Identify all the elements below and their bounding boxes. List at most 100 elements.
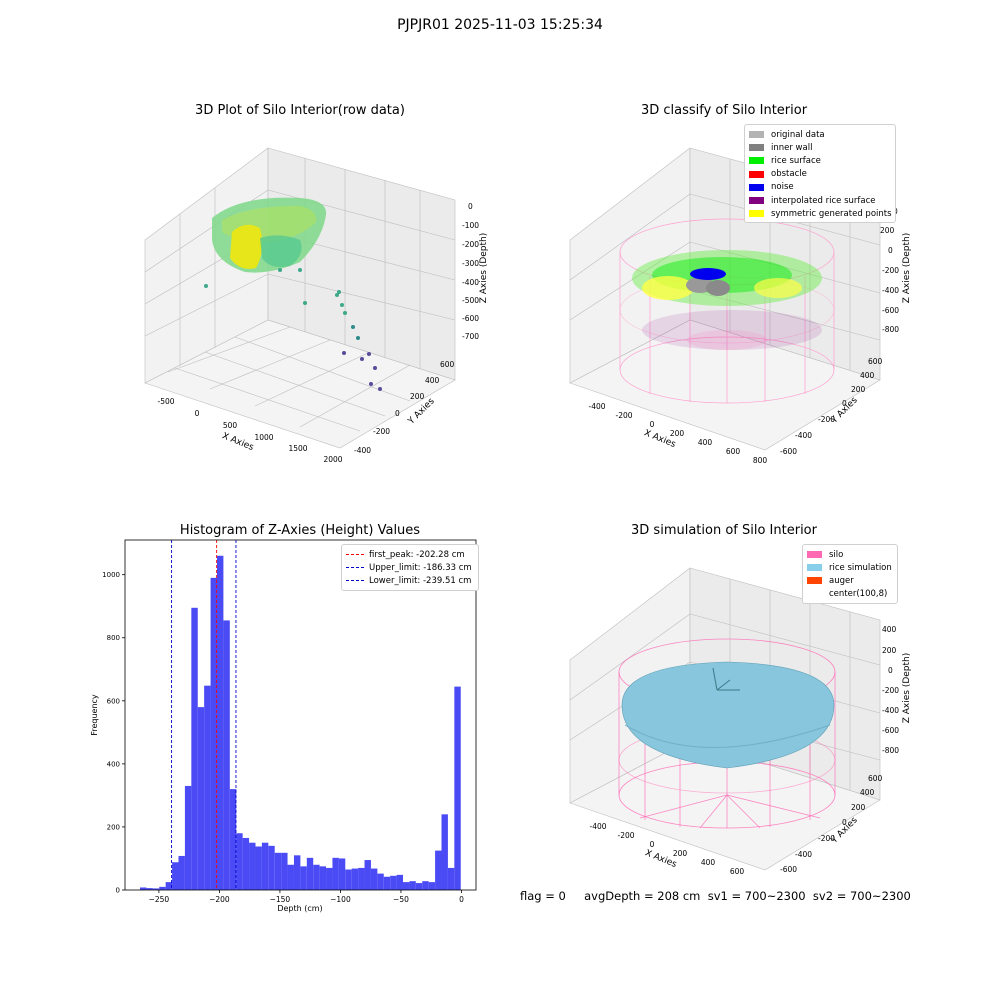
raw-ztick: -300 — [462, 259, 479, 268]
histogram-ylabel: Frequency — [90, 694, 99, 736]
classify-ytick: 0 — [842, 399, 847, 408]
histogram-bar — [441, 814, 448, 890]
histogram-ytick-label: 600 — [107, 697, 120, 705]
legend-item: Upper_limit: -186.33 cm — [346, 561, 473, 574]
raw-ztick: -700 — [462, 332, 479, 341]
histogram-bar — [281, 852, 288, 890]
legend-item: auger — [807, 574, 892, 587]
histogram-bar — [313, 864, 320, 890]
histogram-bar — [345, 869, 352, 890]
legend-swatch — [749, 183, 764, 191]
simulation-ytick: -400 — [795, 850, 812, 859]
raw-ytick: -200 — [373, 427, 390, 436]
simulation-xtick: 600 — [730, 867, 745, 876]
legend-swatch — [749, 210, 764, 218]
classify-legend: original data inner wall rice surface ob… — [744, 124, 896, 224]
histogram-bar — [435, 850, 442, 890]
classify-ztick: -600 — [882, 306, 899, 315]
simulation-xtick: 0 — [650, 840, 655, 849]
classify-ztick: -400 — [882, 286, 899, 295]
classify-ztick: -800 — [882, 325, 899, 334]
histogram-bar — [364, 860, 371, 890]
simulation-xtick: 400 — [701, 858, 716, 867]
legend-item: original data — [749, 128, 890, 141]
simulation-auger — [712, 667, 740, 691]
raw-xtick: 1500 — [288, 444, 307, 453]
histogram-bar — [428, 882, 436, 890]
histogram-bar — [383, 876, 391, 890]
histogram-bar — [422, 881, 429, 890]
histogram-bar — [249, 842, 256, 890]
simulation-zlabel: Z Axies (Depth) — [902, 653, 912, 724]
histogram-bar — [140, 887, 147, 890]
legend-swatch — [749, 157, 764, 165]
simulation-ztick: 200 — [882, 646, 897, 655]
legend-label: first_peak: -202.28 cm — [369, 549, 465, 560]
classify-xtick: -200 — [615, 411, 632, 420]
raw-ztick: -400 — [462, 278, 479, 287]
raw-plot-title: 3D Plot of Silo Interior(row data) — [195, 103, 405, 118]
histogram-bar — [184, 785, 192, 890]
simulation-rice-surface — [621, 661, 835, 769]
simulation-xtick: -400 — [589, 822, 606, 831]
raw-xtick: 1000 — [254, 433, 273, 442]
classify-xtick: 200 — [670, 429, 685, 438]
legend-swatch — [807, 551, 822, 559]
histogram-bar — [268, 845, 275, 890]
histogram-bar — [204, 685, 211, 890]
classify-ztick: -200 — [882, 266, 899, 275]
histogram-xtick-label: −150 — [270, 895, 291, 904]
simulation-legend: silo rice simulation auger center(100,8) — [802, 544, 898, 604]
raw-xtick: 0 — [195, 409, 200, 418]
histogram-bar — [403, 882, 410, 890]
legend-swatch — [749, 144, 764, 152]
simulation-ytick: 600 — [868, 774, 883, 783]
legend-label: rice simulation — [829, 562, 892, 573]
raw-ytick: 600 — [440, 360, 455, 369]
histogram-bar — [210, 577, 217, 890]
histogram-xlabel: Depth (cm) — [277, 904, 322, 913]
histogram-ytick-label: 400 — [107, 760, 120, 768]
classify-ytick: -200 — [818, 415, 835, 424]
classify-ytick: 600 — [868, 357, 883, 366]
classify-ytick: 400 — [860, 371, 875, 380]
legend-label: Lower_limit: -239.51 cm — [369, 575, 472, 586]
histogram-frame — [124, 539, 477, 891]
legend-swatch — [749, 197, 764, 205]
legend-label: rice surface — [771, 155, 821, 166]
histogram-bar — [287, 864, 294, 890]
histogram-bar — [293, 855, 301, 890]
legend-item: rice surface — [749, 154, 890, 167]
raw-xtick: -500 — [157, 397, 174, 406]
histogram-bar — [396, 874, 404, 890]
simulation-ytick: -600 — [780, 865, 797, 874]
histogram-bar — [390, 875, 397, 890]
histogram-xtick-label: −100 — [330, 895, 351, 904]
legend-line — [346, 567, 364, 569]
histogram-xtick-label: −50 — [393, 895, 409, 904]
raw-zlabel: Z Axies (Depth) — [479, 233, 489, 304]
histogram-ytick-label: 200 — [107, 823, 120, 831]
legend-item: first_peak: -202.28 cm — [346, 548, 473, 561]
histogram-ytick-label: 1000 — [102, 571, 120, 579]
histogram-bar — [326, 867, 333, 890]
simulation-ytick: 0 — [842, 818, 847, 827]
simulation-ytick: 400 — [860, 788, 875, 797]
classify-xtick: 600 — [726, 447, 741, 456]
raw-ytick: 200 — [410, 392, 425, 401]
histogram-bar — [242, 837, 250, 890]
legend-label: silo — [829, 549, 844, 560]
histogram-bar — [229, 789, 237, 890]
histogram-bar — [165, 882, 173, 890]
legend-item: Lower_limit: -239.51 cm — [346, 574, 473, 587]
legend-label: original data — [771, 129, 825, 140]
simulation-xtick: -200 — [617, 831, 634, 840]
legend-item: center(100,8) — [807, 588, 892, 601]
classify-point-cloud — [632, 250, 822, 350]
histogram-bar — [274, 852, 282, 890]
simulation-ztick: -800 — [882, 746, 899, 755]
raw-ytick: -400 — [354, 446, 371, 455]
